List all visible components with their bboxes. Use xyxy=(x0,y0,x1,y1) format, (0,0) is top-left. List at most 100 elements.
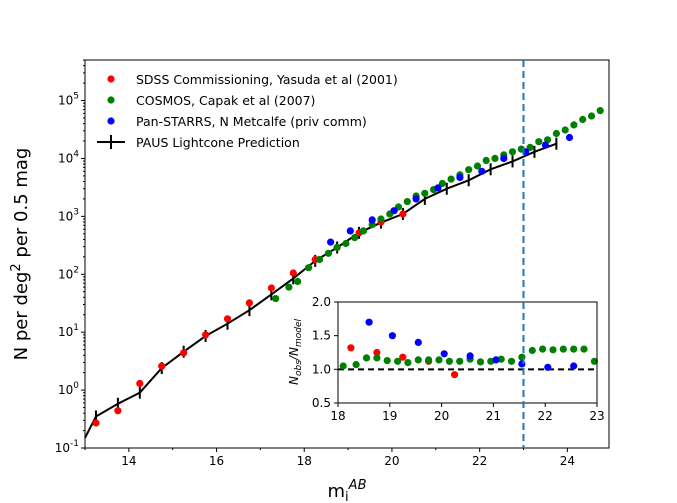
inset-point-series-2 xyxy=(440,350,448,358)
main-point-series-1 xyxy=(491,154,499,162)
main-point-series-1 xyxy=(351,234,359,242)
inset-x-tick-label: 21 xyxy=(486,409,501,423)
inset-x-tick-label: 22 xyxy=(538,409,553,423)
inset-y-tick-label: 1.0 xyxy=(312,362,331,376)
main-point-series-1 xyxy=(447,175,455,183)
main-point-series-1 xyxy=(342,239,350,248)
inset-point-series-1 xyxy=(528,346,536,355)
main-point-series-1 xyxy=(377,215,385,223)
inset-point-series-1 xyxy=(352,361,360,369)
inset-y-tick-label: 1.5 xyxy=(312,329,331,343)
main-point-series-1 xyxy=(587,112,596,120)
main-point-series-1 xyxy=(526,143,534,151)
main-point-series-2 xyxy=(500,154,508,162)
main-point-series-1 xyxy=(438,179,446,188)
main-point-series-1 xyxy=(508,148,517,156)
inset-point-series-1 xyxy=(383,357,391,365)
inset-x-tick-label: 18 xyxy=(330,409,345,423)
main-point-series-0 xyxy=(136,379,144,388)
legend: SDSS Commissioning, Yasuda et al (2001) C… xyxy=(97,72,398,150)
inset-point-series-1 xyxy=(362,354,371,362)
inset-point-series-1 xyxy=(580,345,588,353)
inset-point-series-0 xyxy=(399,353,407,361)
inset-point-series-0 xyxy=(373,348,381,357)
inset-point-series-2 xyxy=(492,356,500,364)
inset-point-series-1 xyxy=(373,354,381,362)
main-point-series-1 xyxy=(552,129,561,138)
inset-point-series-1 xyxy=(570,345,578,353)
main-point-series-1 xyxy=(294,277,302,286)
main-point-series-0 xyxy=(202,331,210,339)
main-point-series-1 xyxy=(570,121,578,129)
inset-point-series-1 xyxy=(404,359,412,367)
inset-point-series-1 xyxy=(435,356,443,364)
inset-ticks: 18 19 20 21 22 23 0.5 1.0 1.5 2.0 xyxy=(312,295,605,423)
main-point-series-1 xyxy=(421,189,429,197)
inset-x-tick-label: 23 xyxy=(589,409,604,423)
inset-point-series-0 xyxy=(347,344,355,352)
main-point-series-0 xyxy=(267,284,275,292)
inset-point-series-1 xyxy=(549,346,557,354)
main-point-series-1 xyxy=(333,243,341,252)
main-point-series-2 xyxy=(456,173,464,181)
main-point-series-1 xyxy=(482,156,490,165)
main-point-series-2 xyxy=(327,238,335,246)
main-point-series-1 xyxy=(596,107,604,115)
main-point-series-0 xyxy=(114,407,122,415)
main-point-series-2 xyxy=(368,216,376,224)
main-point-series-1 xyxy=(535,138,543,146)
main-point-series-1 xyxy=(473,162,482,170)
inset-point-series-1 xyxy=(590,357,599,365)
inset-point-series-2 xyxy=(388,332,396,340)
main-point-series-1 xyxy=(316,255,324,264)
main-point-series-1 xyxy=(465,166,473,174)
inset-point-series-1 xyxy=(507,357,516,365)
legend-entry-label: SDSS Commissioning, Yasuda et al (2001) xyxy=(136,72,398,87)
inset-point-series-1 xyxy=(456,357,464,365)
main-point-series-0 xyxy=(289,269,297,277)
main-point-series-2 xyxy=(565,133,574,142)
main-point-series-0 xyxy=(245,299,253,307)
main-x-tick-label: 24 xyxy=(560,454,575,468)
main-point-series-2 xyxy=(390,207,398,215)
main-point-series-1 xyxy=(359,227,367,235)
inset-point-series-1 xyxy=(425,356,433,364)
main-axes-frame xyxy=(84,59,610,449)
main-point-series-1 xyxy=(324,249,332,257)
main-marks xyxy=(84,107,604,439)
main-point-series-0 xyxy=(92,419,100,427)
main-point-series-2 xyxy=(434,184,442,192)
legend-entry-label: PAUS Lightcone Prediction xyxy=(136,135,300,150)
main-point-series-2 xyxy=(346,227,354,235)
inset-chart: 18 19 20 21 22 230.51.01.52.0 Nobs/Nmodel xyxy=(287,295,605,423)
inset-point-series-2 xyxy=(365,318,373,326)
inset-point-series-2 xyxy=(570,362,578,370)
main-point-series-2 xyxy=(412,195,420,203)
inset-point-series-2 xyxy=(414,338,422,346)
main-x-tick-label: 16 xyxy=(209,454,224,468)
main-point-series-2 xyxy=(541,141,550,149)
legend-dot-marker xyxy=(107,96,115,104)
inset-axes-frame xyxy=(337,301,598,404)
main-point-series-1 xyxy=(561,126,569,134)
inset-point-series-1 xyxy=(339,362,347,370)
inset-point-series-2 xyxy=(466,352,474,360)
main-point-series-1 xyxy=(403,198,411,206)
main-x-tick-label: 14 xyxy=(121,454,136,468)
main-point-series-1 xyxy=(272,295,280,303)
main-y-axis-label: N per deg2 per 0.5 mag xyxy=(9,148,32,361)
main-point-series-0 xyxy=(180,349,188,357)
inset-point-series-1 xyxy=(394,357,402,365)
inset-y-tick-label: 2.0 xyxy=(312,295,331,309)
inset-point-series-1 xyxy=(414,356,422,364)
main-point-series-0 xyxy=(158,362,166,370)
inset-x-tick-label: 20 xyxy=(434,409,449,423)
main-x-tick-label: 20 xyxy=(384,454,399,468)
main-point-series-0 xyxy=(399,210,407,218)
inset-marks xyxy=(338,318,599,379)
inset-point-series-1 xyxy=(445,357,453,365)
legend-dot-marker xyxy=(107,75,115,83)
